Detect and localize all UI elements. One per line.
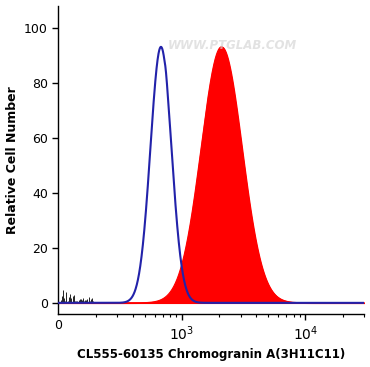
Text: 0: 0 (54, 319, 63, 333)
X-axis label: CL555-60135 Chromogranin A(3H11C11): CL555-60135 Chromogranin A(3H11C11) (77, 348, 346, 361)
Y-axis label: Relative Cell Number: Relative Cell Number (6, 86, 18, 233)
Text: WWW.PTGLAB.COM: WWW.PTGLAB.COM (168, 39, 297, 52)
